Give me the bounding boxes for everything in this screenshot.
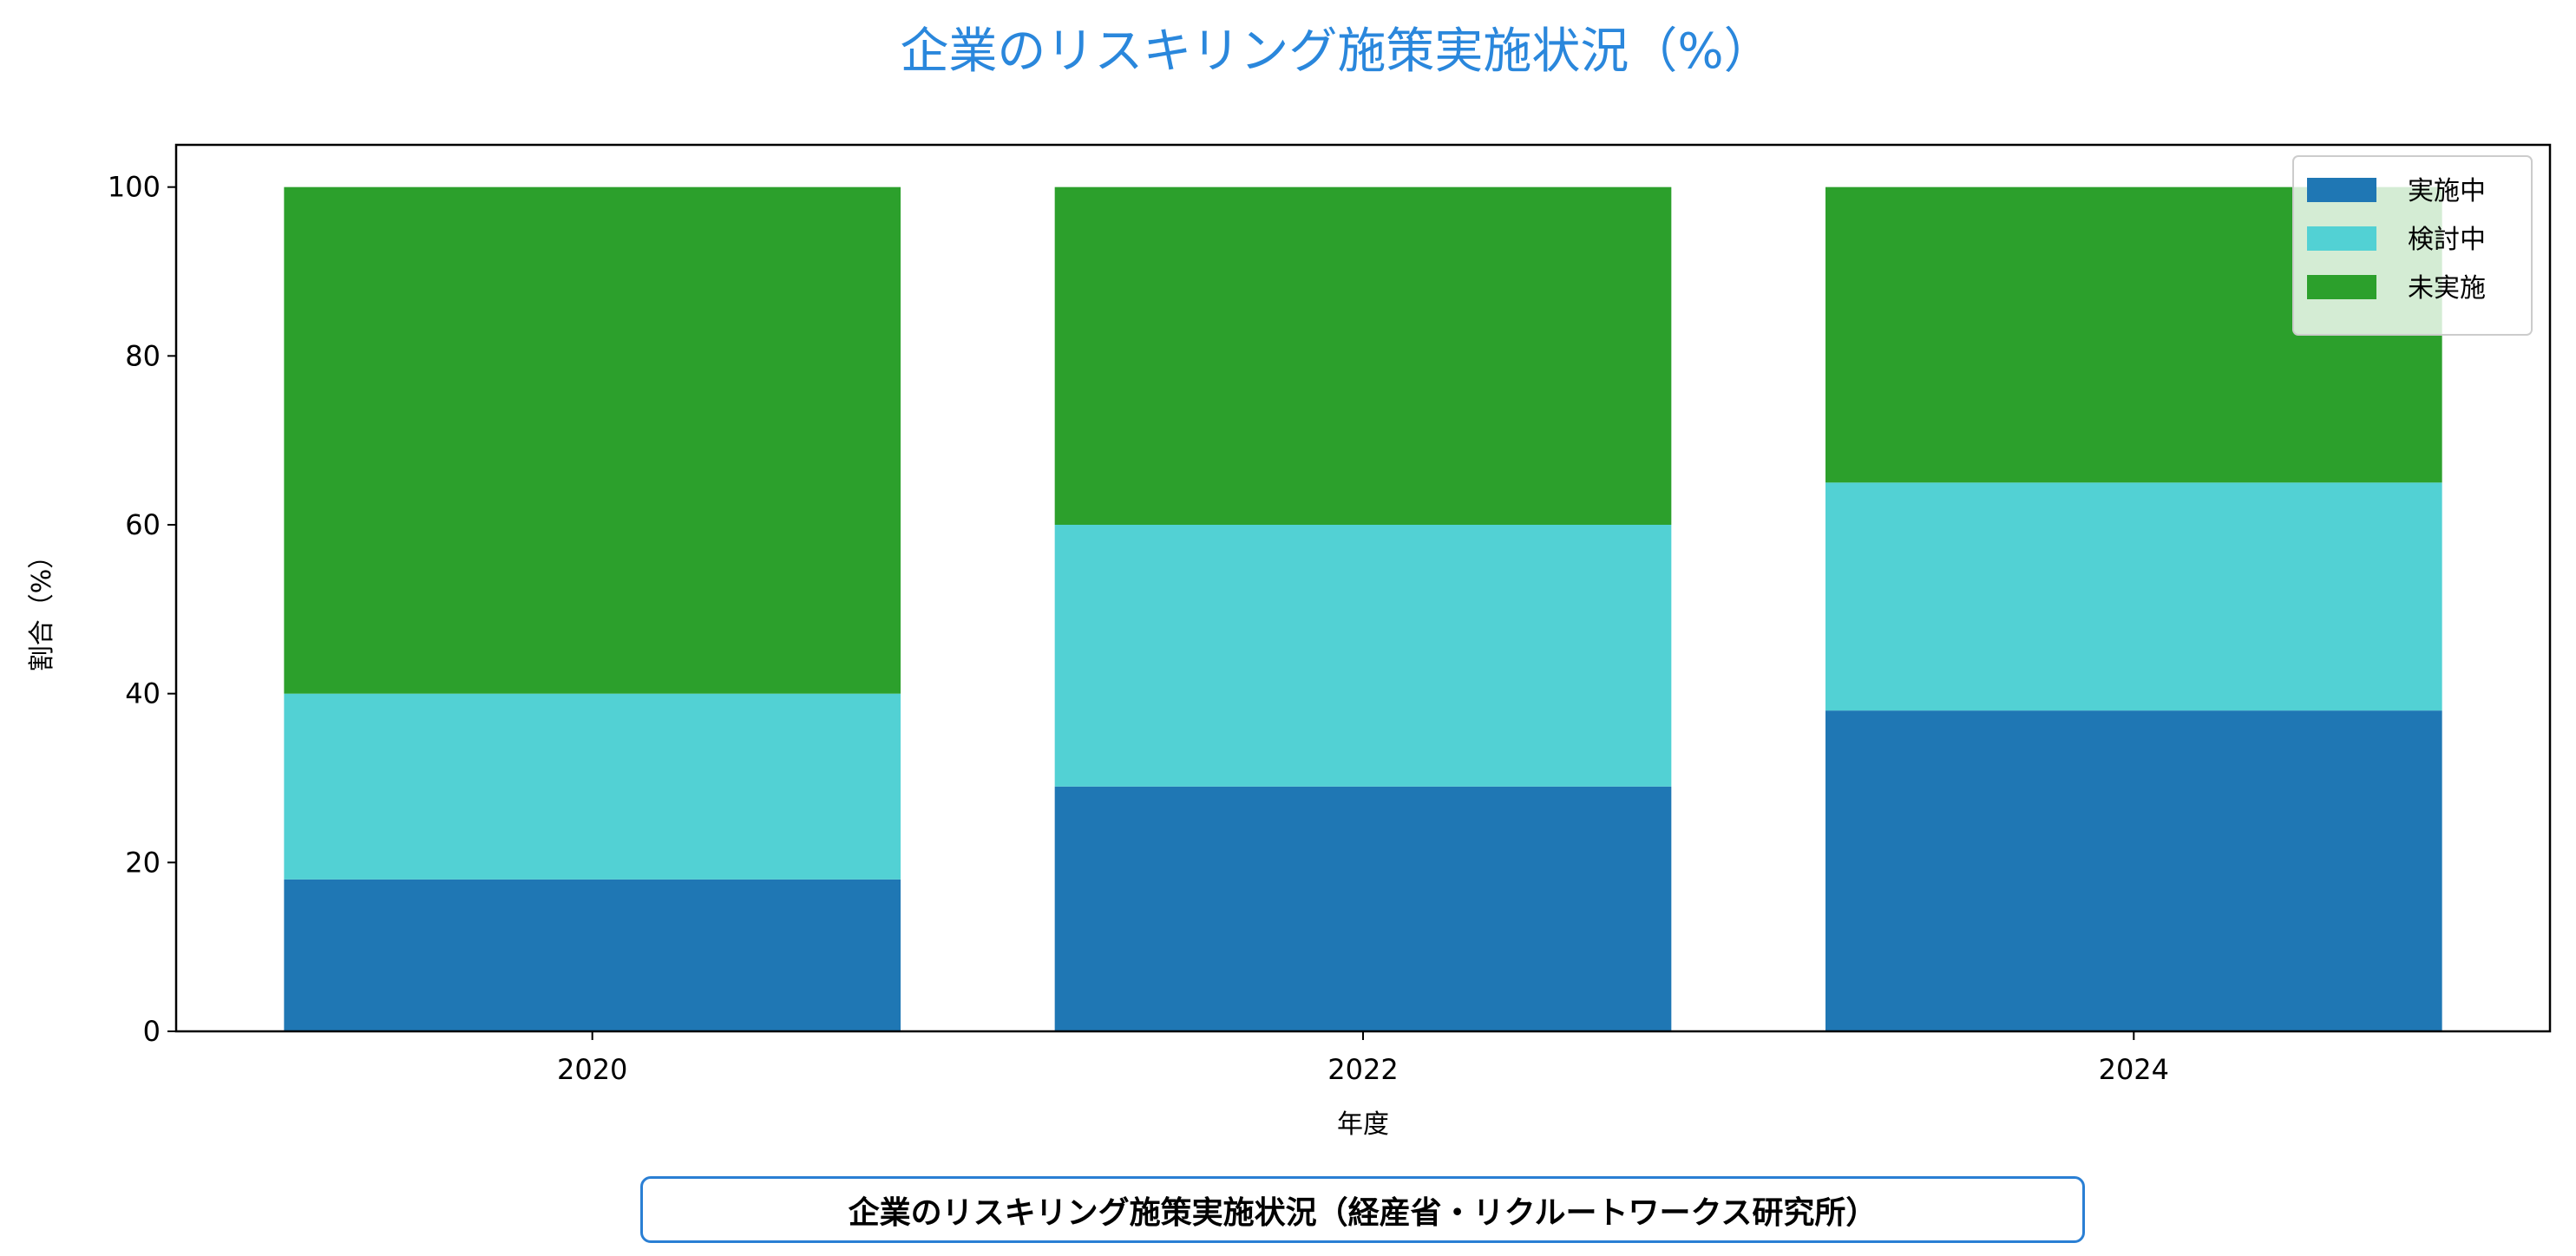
- legend-swatch: [2307, 226, 2376, 251]
- y-axis-label: 割合（%）: [27, 543, 57, 672]
- bar-2020-series-1: [284, 693, 901, 880]
- bar-2022-series-1: [1054, 525, 1672, 787]
- y-tick-label: 80: [125, 339, 161, 372]
- y-tick-label: 100: [108, 171, 161, 204]
- x-axis: 2020 2022 2024: [557, 1031, 2169, 1086]
- y-tick-label: 60: [125, 508, 161, 541]
- bar-2024-series-0: [1825, 710, 2442, 1031]
- legend-swatch: [2307, 178, 2376, 202]
- legend-swatch: [2307, 275, 2376, 299]
- bar-2024-series-1: [1825, 482, 2442, 711]
- x-axis-label: 年度: [1337, 1109, 1389, 1140]
- y-axis: 0 20 40 60 80 100: [108, 171, 176, 1048]
- x-tick-label: 2024: [2099, 1053, 2169, 1086]
- bar-2020-series-0: [284, 879, 901, 1031]
- bar-2020-series-2: [284, 186, 901, 694]
- source-caption: 企業のリスキリング施策実施状況（経産省・リクルートワークス研究所）: [848, 1194, 1878, 1231]
- y-tick-label: 40: [125, 677, 161, 710]
- bars-group: [284, 186, 2442, 1031]
- x-tick-label: 2020: [557, 1053, 627, 1086]
- legend-label: 未実施: [2408, 273, 2486, 304]
- x-tick-label: 2022: [1327, 1053, 1398, 1086]
- source-caption-box: 企業のリスキリング施策実施状況（経産省・リクルートワークス研究所）: [640, 1176, 2085, 1243]
- legend-label: 検討中: [2408, 225, 2486, 255]
- y-tick-label: 0: [143, 1015, 161, 1048]
- bar-2022-series-2: [1054, 186, 1672, 525]
- bar-2022-series-0: [1054, 786, 1672, 1031]
- legend-label: 実施中: [2408, 176, 2486, 206]
- chart-title: 企業のリスキリング施策実施状況（%）: [900, 23, 1772, 80]
- y-tick-label: 20: [125, 846, 161, 879]
